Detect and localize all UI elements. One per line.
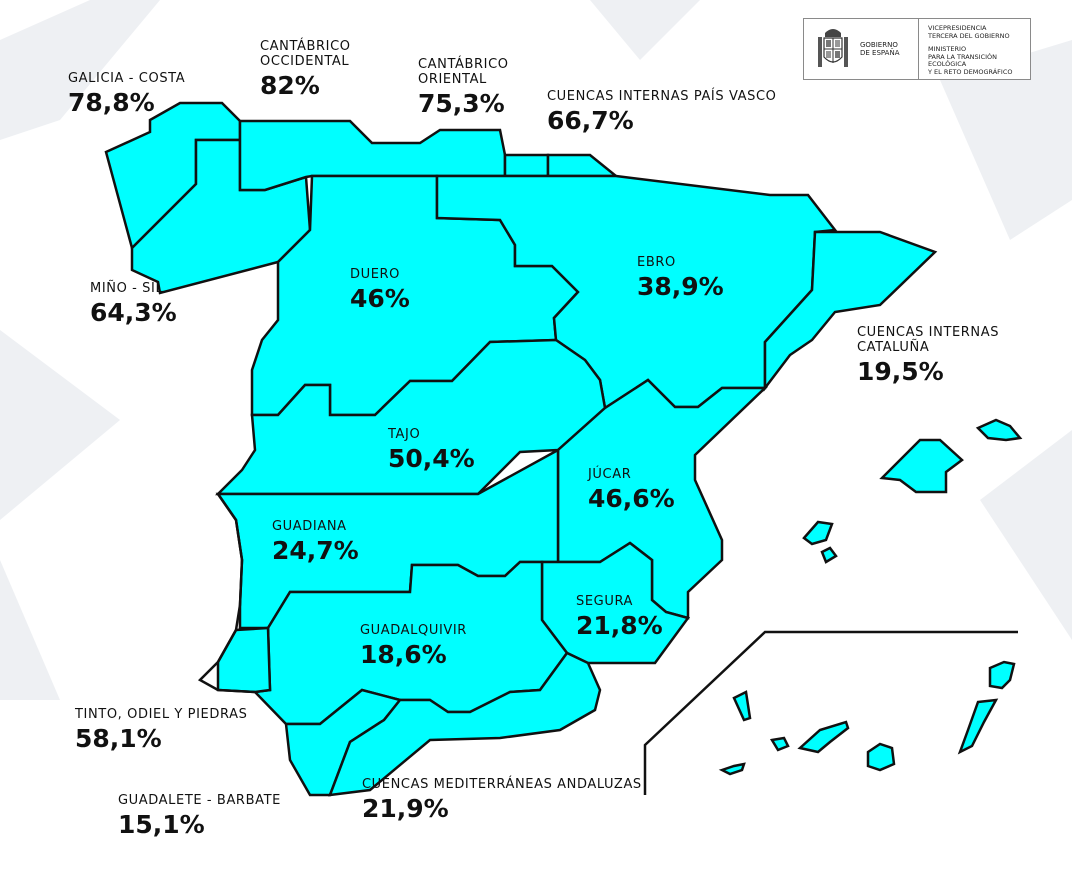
basin-value: 15,1% [118,809,205,839]
label-cantabrico-oriental: CANTÁBRICO ORIENTAL 75,3% [418,57,509,119]
logo-divider [918,19,919,79]
label-segura: SEGURA 21,8% [576,594,663,641]
basin-value: 38,9% [637,271,724,301]
label-duero: DUERO 46% [350,267,410,314]
basin-value: 58,1% [75,723,162,753]
island-la-palma [732,690,752,722]
island-formentera [820,546,838,564]
island-mallorca [879,438,964,494]
island-el-hierro [718,762,746,776]
basin-name: GUADIANA [272,519,347,534]
region-tinto-odiel-piedras[interactable] [216,626,272,694]
region-cuencas-mediterraneas-andaluzas[interactable] [328,651,602,797]
island-menorca [975,418,1023,442]
basin-name: CUENCAS INTERNAS CATALUÑA [857,325,1000,355]
label-cuencas-internas-cataluna: CUENCAS INTERNAS CATALUÑA 19,5% [857,325,1000,387]
island-lanzarote [988,660,1016,690]
label-mino-sil: MIÑO - SIL 64,3% [90,281,177,328]
island-la-gomera [769,736,790,752]
basin-name: SEGURA [576,594,634,609]
canary-inset [643,630,1018,795]
basin-value: 78,8% [68,87,155,117]
coat-of-arms-icon [818,29,848,67]
basin-value: 50,4% [388,443,475,473]
basin-name: GALICIA - COSTA [68,71,186,86]
island-ibiza [802,520,834,546]
basin-name: TAJO [388,427,421,442]
basin-name: CANTÁBRICO OCCIDENTAL [260,39,351,69]
basin-value: 64,3% [90,297,177,327]
island-fuerteventura [957,698,999,755]
island-gran-canaria [866,742,896,772]
government-logo: GOBIERNO DE ESPAÑA VICEPRESIDENCIA TERCE… [803,18,1031,80]
basin-value: 66,7% [547,105,634,135]
vicepresidency-text: VICEPRESIDENCIA TERCERA DEL GOBIERNO [928,24,1010,40]
label-cuencas-internas-pais-vasco: CUENCAS INTERNAS PAÍS VASCO 66,7% [547,89,777,136]
basin-value: 46,6% [588,483,675,513]
basin-value: 21,8% [576,610,663,640]
region-cuencas-internas-pais-vasco[interactable] [546,153,620,178]
region-cantabrico-oriental[interactable] [503,153,550,178]
basin-name: CANTÁBRICO ORIENTAL [418,57,509,87]
label-guadalete-barbate: GUADALETE - BARBATE 15,1% [118,793,281,840]
basin-value: 46% [350,283,410,313]
basin-name: CUENCAS MEDITERRÁNEAS ANDALUZAS [362,777,642,792]
basin-name: DUERO [350,267,401,282]
basin-name: GUADALQUIVIR [360,623,467,638]
basin-name: GUADALETE - BARBATE [118,793,281,808]
island-tenerife [797,720,850,754]
label-cuencas-mediterraneas-andaluzas: CUENCAS MEDITERRÁNEAS ANDALUZAS 21,9% [362,777,642,824]
balearic-islands [802,418,1023,564]
basin-name: JÚCAR [588,467,632,482]
label-jucar: JÚCAR 46,6% [588,467,675,514]
basin-value: 18,6% [360,639,447,669]
basin-name: TINTO, ODIEL Y PIEDRAS [75,707,248,722]
label-guadiana: GUADIANA 24,7% [272,519,359,566]
label-tajo: TAJO 50,4% [388,427,475,474]
government-text: GOBIERNO DE ESPAÑA [860,41,900,57]
label-ebro: EBRO 38,9% [637,255,724,302]
background-shapes [0,0,1072,700]
basin-value: 82% [260,70,320,100]
label-galicia-costa: GALICIA - COSTA 78,8% [68,71,186,118]
basin-name: CUENCAS INTERNAS PAÍS VASCO [547,89,777,104]
region-cuencas-internas-cataluna[interactable] [763,230,938,392]
basin-value: 19,5% [857,356,944,386]
basin-value: 24,7% [272,535,359,565]
basin-value: 75,3% [418,88,505,118]
basin-value: 21,9% [362,793,449,823]
basin-name: EBRO [637,255,676,270]
label-guadalquivir: GUADALQUIVIR 18,6% [360,623,467,670]
label-tinto-odiel-piedras: TINTO, ODIEL Y PIEDRAS 58,1% [75,707,248,754]
basin-name: MIÑO - SIL [90,281,164,296]
label-cantabrico-occidental: CANTÁBRICO OCCIDENTAL 82% [260,39,351,101]
ministry-text: MINISTERIO PARA LA TRANSICIÓN ECOLÓGICA … [928,45,1013,76]
